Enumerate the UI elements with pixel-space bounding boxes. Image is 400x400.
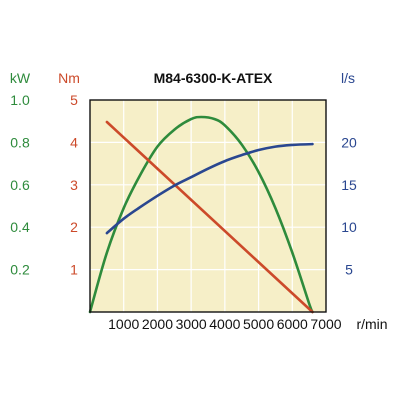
ls-tick-label: 15	[341, 177, 357, 193]
x-axis-label: r/min	[356, 316, 387, 332]
ls-tick-label: 10	[341, 219, 357, 235]
nm-tick-label: 4	[70, 134, 78, 150]
kw-tick-label: 0.8	[10, 134, 30, 150]
chart-title: M84-6300-K-ATEX	[154, 70, 273, 86]
kw-tick-label: 0.2	[10, 262, 30, 278]
kw-axis-label: kW	[10, 70, 31, 86]
kw-tick-label: 0.6	[10, 177, 30, 193]
nm-tick-label: 3	[70, 177, 78, 193]
ls-tick-label: 20	[341, 134, 357, 150]
x-tick-label: 4000	[209, 316, 240, 332]
kw-series-line	[88, 115, 314, 314]
plot-area	[90, 100, 326, 312]
plot-frame	[89, 99, 327, 313]
ls-axis-label: l/s	[341, 70, 355, 86]
series-layer	[88, 115, 314, 314]
ls-tick-label: 5	[345, 262, 353, 278]
ls-series-line	[105, 142, 314, 235]
kw-tick-label: 1.0	[10, 92, 30, 108]
nm-tick-label: 2	[70, 219, 78, 235]
nm-tick-label: 1	[70, 262, 78, 278]
nm-series-line	[105, 120, 314, 314]
grid	[90, 100, 326, 312]
x-tick-label: 6000	[277, 316, 308, 332]
x-tick-label: 5000	[243, 316, 274, 332]
nm-tick-label: 5	[70, 92, 78, 108]
nm-axis-label: Nm	[58, 70, 80, 86]
tick-labels: 0.2 0.4 0.6 0.8 1.0 1 2 3 4 5 5 10 15 20 1000 2000 3000 4…	[10, 92, 357, 332]
x-tick-label: 2000	[142, 316, 173, 332]
kw-tick-label: 0.4	[10, 219, 30, 235]
x-tick-label: 1000	[108, 316, 139, 332]
x-tick-label: 7000	[310, 316, 341, 332]
x-tick-label: 3000	[176, 316, 207, 332]
